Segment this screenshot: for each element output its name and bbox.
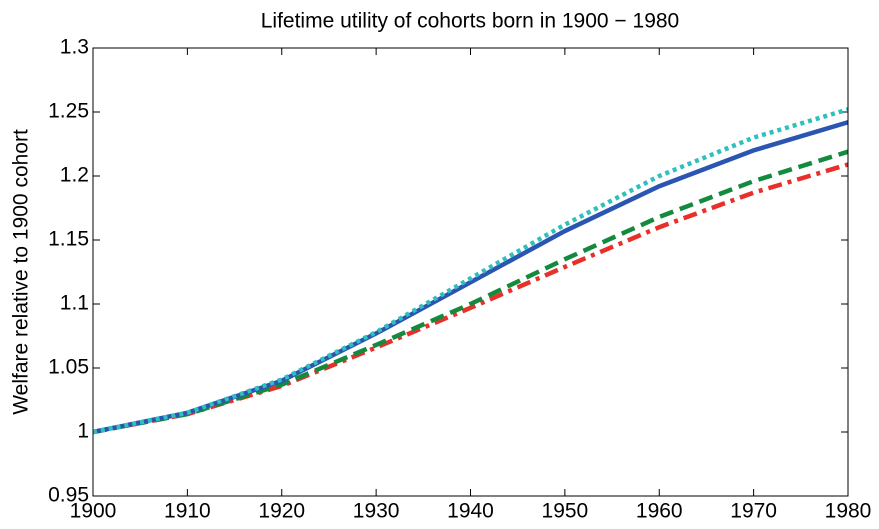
- x-tick-label: 1970: [730, 500, 777, 523]
- y-tick-label: 1.05: [48, 356, 89, 379]
- x-tick-label: 1920: [258, 500, 305, 523]
- x-tick-label: 1910: [164, 500, 211, 523]
- y-tick-label: 0.95: [48, 484, 89, 507]
- series-line: [92, 149, 849, 435]
- y-tick-label: 1.25: [48, 100, 89, 123]
- series-line: [92, 107, 849, 435]
- x-tick-label: 1950: [542, 500, 589, 523]
- x-tick-label: 1980: [825, 500, 872, 523]
- y-axis-label: Welfare relative to 1900 cohort: [10, 129, 33, 415]
- plot-frame: [92, 47, 849, 497]
- y-tick-label: 1.3: [60, 36, 89, 59]
- x-tick-label: 1960: [636, 500, 683, 523]
- y-tick-label: 1: [77, 420, 89, 443]
- x-tick-label: 1930: [353, 500, 400, 523]
- y-tick-label: 1.1: [60, 292, 89, 315]
- x-tick-label: 1940: [447, 500, 494, 523]
- y-tick-label: 1.15: [48, 228, 89, 251]
- x-tick-label: 1900: [70, 500, 117, 523]
- y-tick-label: 1.2: [60, 164, 89, 187]
- chart-title: Lifetime utility of cohorts born in 1900…: [261, 10, 680, 33]
- series-line: [92, 162, 849, 435]
